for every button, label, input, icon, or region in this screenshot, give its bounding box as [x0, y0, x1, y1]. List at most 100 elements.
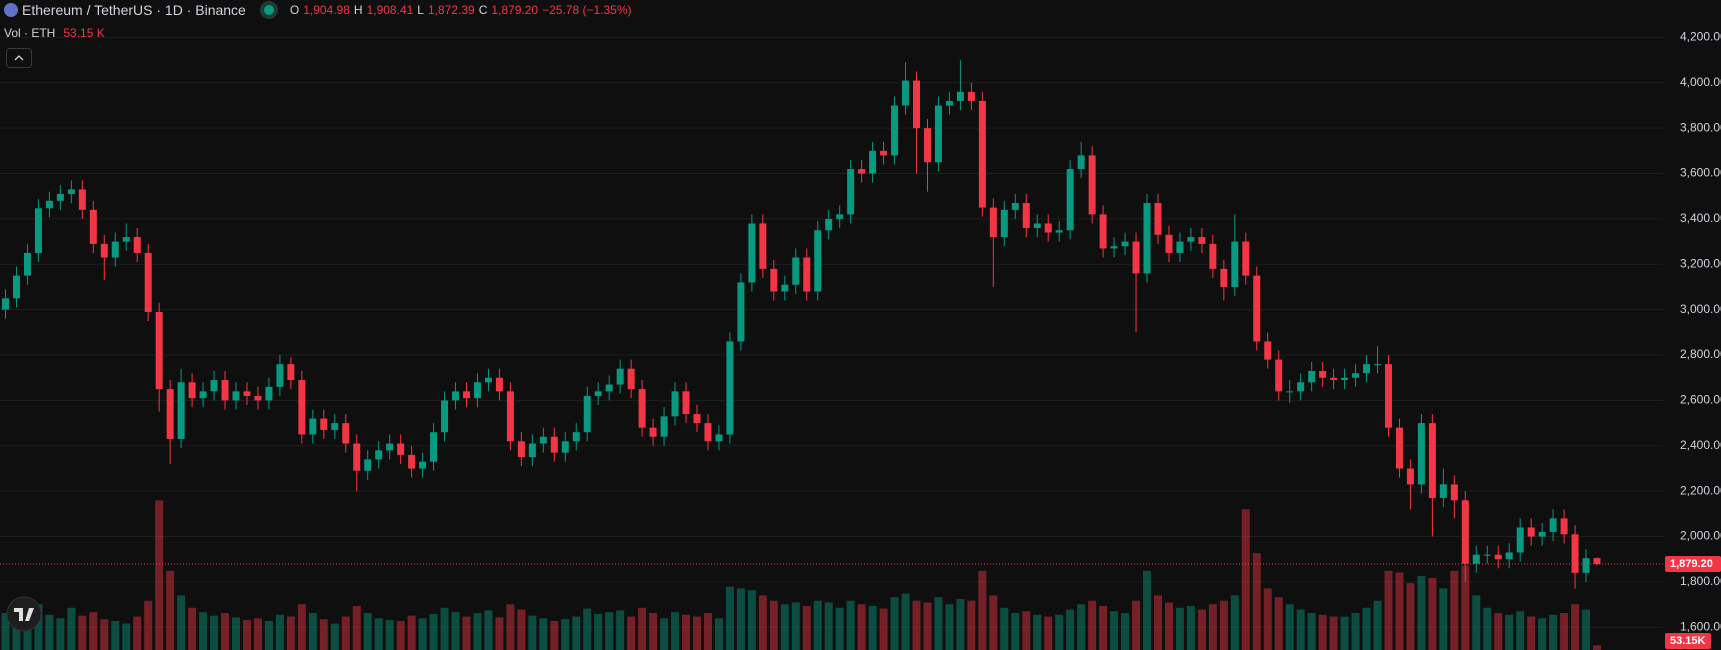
volume-bar	[813, 600, 822, 650]
volume-bar	[1121, 613, 1130, 650]
y-tick-label: 3,000.00	[1680, 302, 1721, 316]
candle-body	[221, 380, 229, 401]
y-tick-label: 3,400.00	[1680, 211, 1721, 225]
candle-body	[956, 91, 964, 101]
volume-bar	[1143, 570, 1152, 650]
volume-bar	[1472, 595, 1481, 650]
candle-body	[934, 105, 942, 163]
candle-body	[989, 207, 997, 238]
collapse-button[interactable]	[6, 48, 32, 68]
volume-bar	[682, 614, 691, 650]
candle-body	[583, 395, 591, 433]
volume-bar	[528, 615, 537, 650]
candle-body	[484, 377, 492, 383]
candle-body	[232, 391, 240, 401]
candle-body	[177, 382, 185, 440]
volume-bar	[12, 616, 21, 650]
candle-body	[1428, 423, 1436, 498]
candle-body	[1022, 203, 1030, 229]
candle-body	[1527, 527, 1535, 537]
volume-bar	[1208, 604, 1217, 650]
volume-bar	[1384, 570, 1393, 650]
y-tick-label: 4,000.00	[1680, 75, 1721, 89]
volume-bar	[1538, 618, 1547, 650]
volume-bar	[1296, 609, 1305, 650]
volume-bar	[221, 613, 230, 650]
candle-body	[814, 230, 822, 292]
volume-bar	[462, 616, 471, 650]
volume-bar	[1549, 614, 1558, 650]
candle-body	[693, 414, 701, 424]
candle-body	[34, 208, 42, 253]
candle-body	[1055, 230, 1063, 233]
volume-bar	[802, 606, 811, 650]
volume-bar	[1164, 602, 1173, 650]
volume-bar	[1153, 595, 1162, 650]
change: −25.78 (−1.35%)	[542, 3, 632, 17]
candle-body	[1220, 268, 1228, 287]
candle-body	[1582, 558, 1590, 573]
candle-body	[781, 284, 789, 292]
volume-bar	[352, 606, 361, 650]
candle-body	[243, 391, 251, 396]
volume-bar	[1461, 565, 1470, 650]
y-tick-label: 1,800.00	[1680, 574, 1721, 588]
candle-body	[660, 416, 668, 437]
candle-body	[770, 268, 778, 292]
candle-body	[419, 461, 427, 469]
candle-body	[12, 275, 20, 299]
volume-bar	[407, 615, 416, 650]
volume-bar	[1318, 614, 1327, 650]
volume-bar	[506, 604, 515, 650]
volume-bar	[1417, 576, 1426, 650]
candle-body	[858, 169, 866, 174]
volume-bar	[769, 600, 778, 650]
candle-body	[210, 380, 218, 392]
candle-body	[166, 389, 174, 440]
candle-body	[1538, 532, 1546, 537]
candle-body	[1560, 518, 1568, 535]
volume-bar	[780, 604, 789, 650]
candle-body	[759, 223, 767, 269]
candle-body	[1187, 237, 1195, 242]
candle-body	[254, 395, 262, 401]
volume-bar	[1011, 613, 1020, 650]
candle-body	[506, 391, 514, 442]
candle-body	[1406, 468, 1414, 485]
symbol-title[interactable]: Ethereum / TetherUS · 1D · Binance	[22, 2, 246, 18]
candle-body	[1461, 500, 1469, 564]
candle-body	[353, 443, 361, 471]
candle-body	[45, 200, 53, 209]
volume-bar	[275, 614, 284, 650]
header: Ethereum / TetherUS · 1D · Binance O 1,90…	[4, 2, 632, 18]
candle-body	[430, 432, 438, 462]
volume-bar	[67, 607, 76, 650]
candle-body	[144, 252, 152, 312]
last-volume-box	[1665, 633, 1711, 649]
candle-body	[1319, 370, 1327, 378]
y-tick-label: 2,200.00	[1680, 483, 1721, 497]
candle-body	[1308, 370, 1316, 383]
candle-body	[517, 441, 525, 458]
volume-bar	[1406, 583, 1415, 650]
volume-bar	[1055, 614, 1064, 650]
candle-body	[111, 241, 119, 258]
candle-body	[880, 150, 888, 156]
volume-bar	[1186, 606, 1195, 650]
candle-body	[1099, 214, 1107, 249]
candle-body	[737, 282, 745, 342]
candle-body	[100, 243, 108, 258]
candle-body	[649, 427, 657, 437]
volume-bar	[308, 613, 317, 650]
volume-bar	[1483, 607, 1492, 650]
volume-bar	[177, 595, 186, 650]
candles	[2, 60, 1601, 589]
volume-bar	[945, 604, 954, 650]
volume-bar	[671, 612, 680, 650]
volume-bar	[1340, 616, 1349, 650]
candle-body	[627, 368, 635, 390]
price-axis: 1,600.00 1,800.00 2,000.00 2,200.00 2,400.00…	[1680, 30, 1721, 634]
candle-body	[67, 189, 75, 194]
volume-bar	[879, 608, 888, 650]
candle-body	[1264, 341, 1272, 360]
